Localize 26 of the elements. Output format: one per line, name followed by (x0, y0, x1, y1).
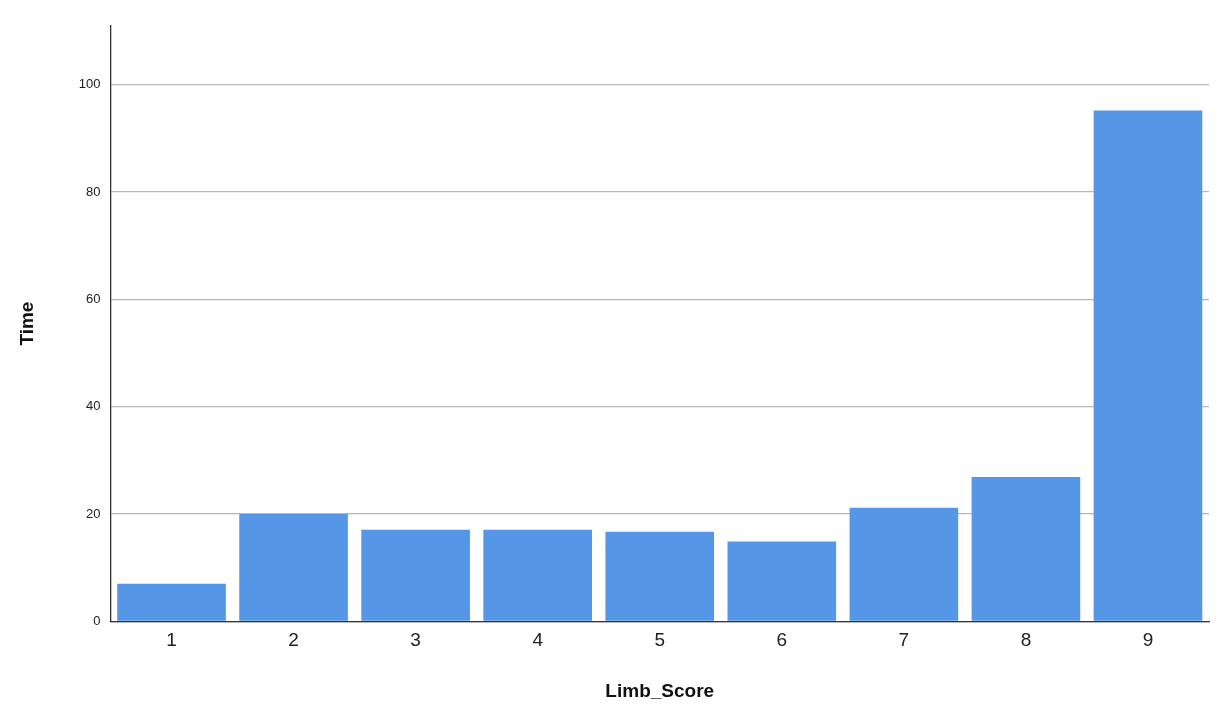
bar (971, 477, 1081, 621)
y-tick-label: 20 (86, 505, 101, 521)
bar (849, 507, 959, 621)
y-tick-label: 100 (78, 76, 101, 92)
bar (117, 583, 226, 621)
x-tick-label: 2 (288, 629, 299, 651)
y-tick-label: 0 (93, 612, 101, 628)
bar (361, 529, 470, 621)
x-tick-label: 6 (776, 629, 788, 651)
x-tick-label: 8 (1020, 629, 1032, 651)
x-tick-label: 3 (410, 629, 421, 651)
x-tick-label: 7 (898, 629, 910, 651)
bar (483, 529, 592, 621)
y-tick-label: 40 (86, 398, 101, 414)
bar (727, 541, 837, 621)
y-axis-title: Time (15, 301, 37, 346)
x-tick-label: 4 (532, 629, 544, 651)
x-axis-title: Limb_Score (605, 679, 715, 701)
y-tick-label: 80 (86, 183, 101, 199)
y-tick-label: 60 (86, 291, 101, 307)
x-tick-label: 1 (166, 629, 177, 651)
x-tick-label: 9 (1142, 629, 1154, 651)
bar (239, 514, 348, 621)
x-tick-label: 5 (654, 629, 666, 651)
bar (1093, 110, 1203, 621)
bar (605, 531, 715, 621)
